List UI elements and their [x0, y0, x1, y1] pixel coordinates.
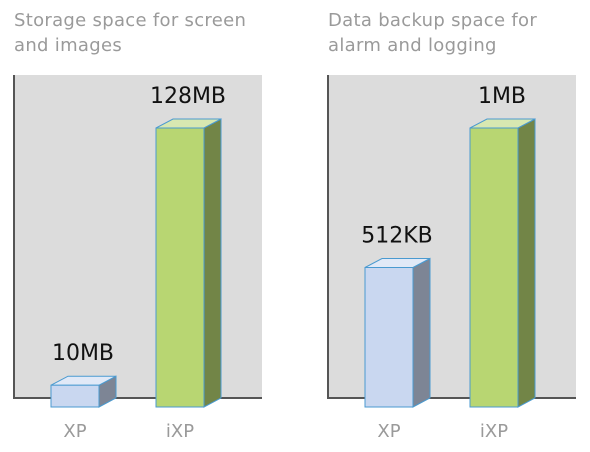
x-tick-label: XP: [63, 421, 86, 442]
value-label: 512KB: [361, 224, 433, 249]
x-tick-label: iXP: [166, 421, 194, 442]
chart-title: Storage space for screen and images: [14, 10, 247, 56]
bar: [469, 127, 519, 408]
x-tick-label: iXP: [480, 421, 508, 442]
value-label: 10MB: [52, 341, 114, 366]
bar-side: [203, 118, 222, 408]
bar: [50, 384, 100, 408]
chart-title: Data backup space for alarm and logging: [328, 10, 538, 56]
bar-side: [412, 257, 431, 408]
bar: [364, 267, 414, 408]
bar: [155, 127, 205, 408]
value-label: 1MB: [478, 84, 526, 109]
x-tick-label: XP: [377, 421, 400, 442]
value-label: 128MB: [150, 84, 226, 109]
bar-side: [517, 118, 536, 408]
